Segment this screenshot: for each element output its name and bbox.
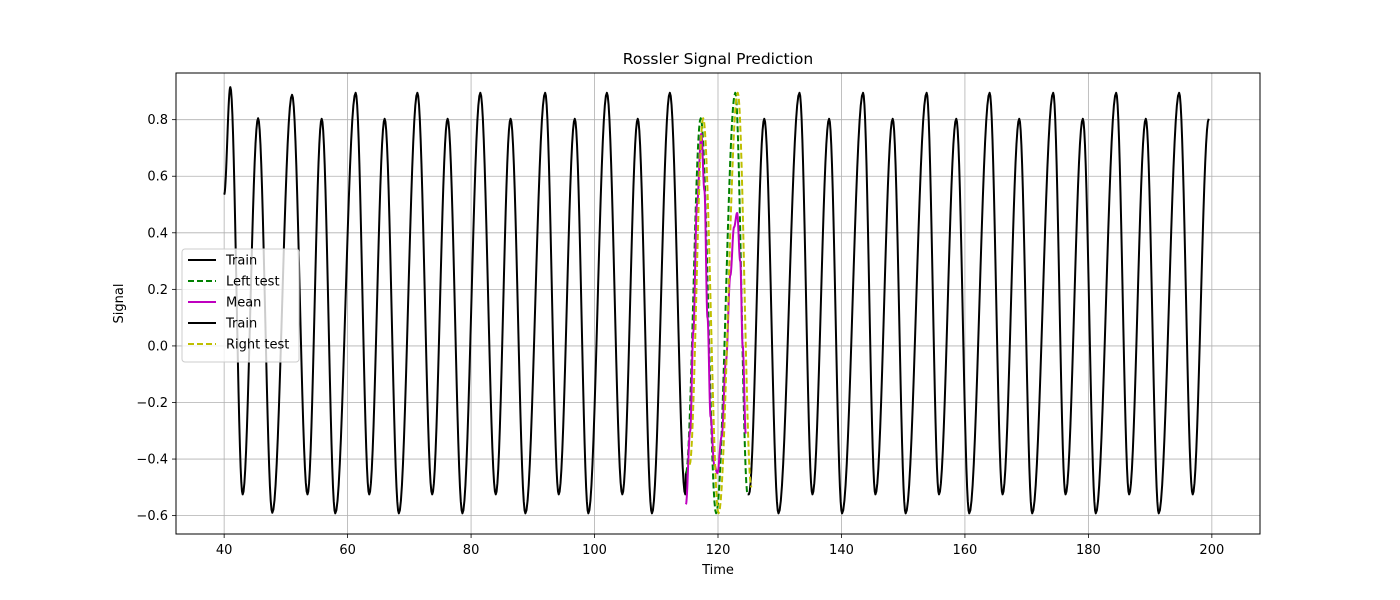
y-tick-label: 0.8 <box>147 113 168 128</box>
x-tick-label: 140 <box>829 543 854 558</box>
series-line-right-test <box>688 91 753 515</box>
y-tick-label: −0.4 <box>136 453 168 468</box>
series-line-train <box>223 86 687 515</box>
y-tick-label: 0.4 <box>147 226 168 241</box>
x-tick-label: 60 <box>339 543 356 558</box>
legend-label: Train <box>225 254 257 269</box>
y-tick-label: 0.2 <box>147 283 168 298</box>
x-tick-label: 80 <box>463 543 480 558</box>
y-tick-label: 0.0 <box>147 339 168 354</box>
y-tick-label: −0.2 <box>136 396 168 411</box>
y-axis-label: Signal <box>112 284 127 324</box>
x-tick-label: 40 <box>216 543 233 558</box>
legend: Train Left test Mean Train Right test <box>181 248 300 363</box>
x-axis-label: Time <box>701 563 734 578</box>
x-tick-label: 180 <box>1076 543 1101 558</box>
x-tick-label: 160 <box>953 543 978 558</box>
y-axis: −0.6 −0.4 −0.2 0.0 0.2 0.4 0.6 0.8 <box>136 113 176 524</box>
x-tick-label: 120 <box>706 543 731 558</box>
x-tick-label: 100 <box>582 543 607 558</box>
legend-box <box>181 248 300 363</box>
y-tick-label: −0.6 <box>136 509 168 524</box>
series-layer <box>223 86 1210 515</box>
series-line-train <box>746 91 1210 515</box>
y-tick-label: 0.6 <box>147 170 168 185</box>
legend-label: Mean <box>226 296 261 311</box>
legend-label: Left test <box>226 275 280 290</box>
legend-label: Right test <box>226 338 289 353</box>
x-tick-label: 200 <box>1199 543 1224 558</box>
x-axis: 40 60 80 100 120 140 160 180 200 <box>216 534 1224 558</box>
legend-label: Train <box>225 317 257 332</box>
chart-title: Rossler Signal Prediction <box>623 50 813 68</box>
